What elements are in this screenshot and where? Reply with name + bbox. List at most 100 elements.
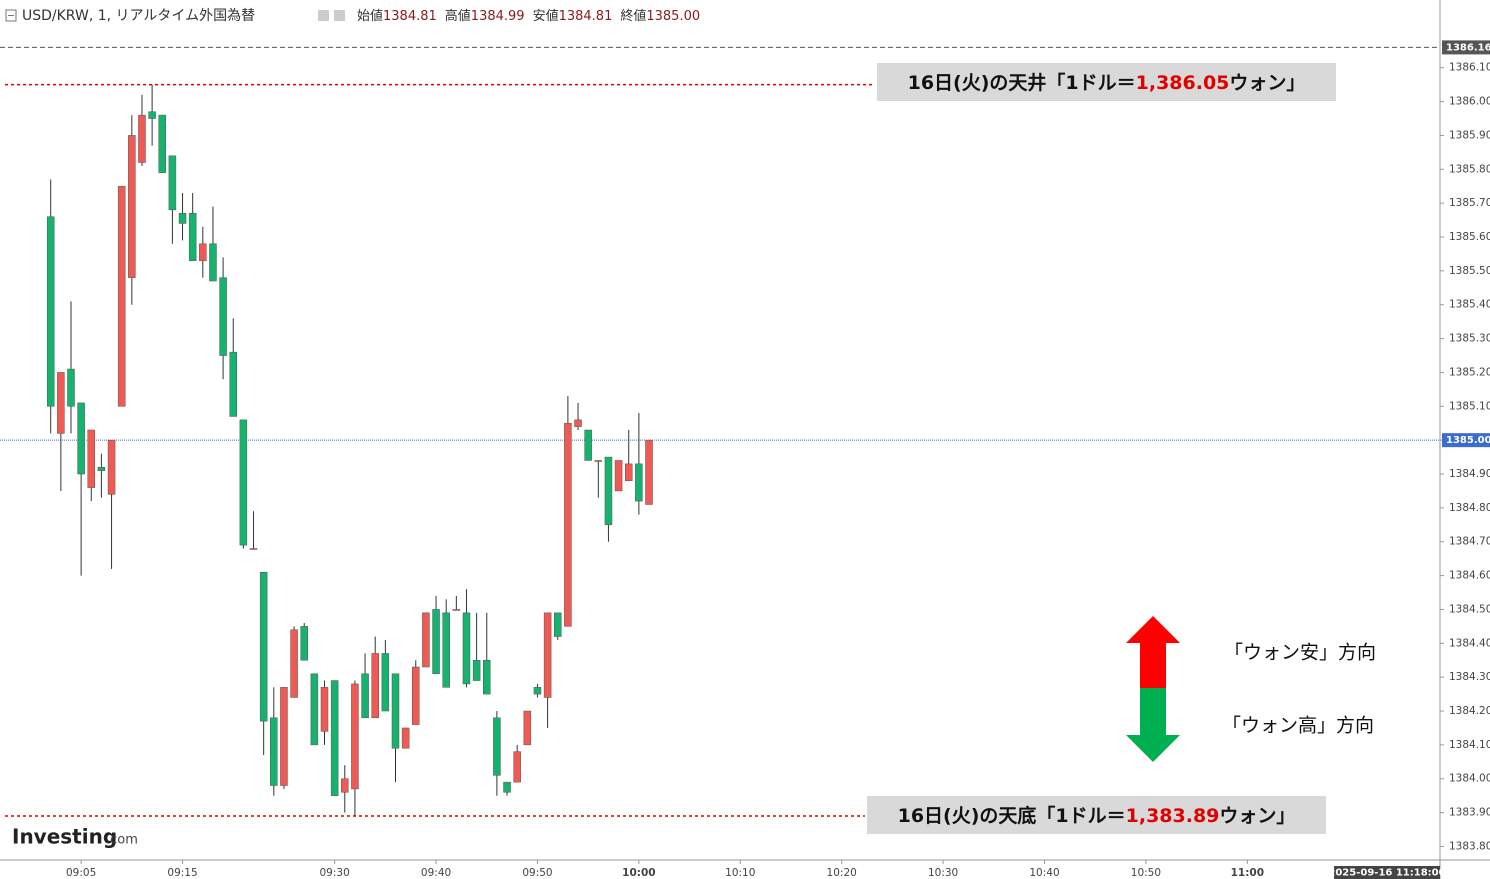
candle-body bbox=[401, 727, 410, 749]
x-tick-label: 10:50 bbox=[1131, 867, 1161, 879]
collapse-icon bbox=[5, 9, 17, 22]
direction-label: 「ウォン高」方向 bbox=[1222, 715, 1374, 737]
candle-body bbox=[513, 751, 521, 783]
x-tick-label: 09:05 bbox=[66, 867, 96, 879]
cursor-time: 2025-09-16 11:18:00 bbox=[1328, 868, 1445, 879]
annotation-suffix: ウォン」 bbox=[1219, 805, 1295, 827]
y-tick-label: 1385.70 bbox=[1449, 197, 1490, 209]
candle-body bbox=[310, 673, 319, 746]
candle-body bbox=[300, 626, 308, 661]
candle-body bbox=[158, 114, 167, 173]
price-tag-label: 1386.16 bbox=[1446, 42, 1490, 53]
candle-body bbox=[533, 687, 542, 695]
y-tick-label: 1385.80 bbox=[1449, 163, 1490, 175]
candle-body bbox=[168, 155, 177, 211]
y-tick-label: 1383.80 bbox=[1449, 840, 1490, 852]
annotation-box bbox=[867, 796, 1326, 834]
annotation-text: 16日(火)の天井「1ドル＝1,386.05ウォン」 bbox=[908, 71, 1306, 94]
ohlc-label: 終値 bbox=[620, 8, 646, 24]
candle-body bbox=[584, 429, 592, 461]
y-tick-label: 1384.40 bbox=[1449, 637, 1490, 649]
candle-body bbox=[553, 612, 562, 637]
candle-body bbox=[483, 659, 491, 695]
x-tick-label: 10:40 bbox=[1029, 867, 1059, 879]
candle-body bbox=[594, 460, 603, 462]
cursor-time-tag bbox=[1334, 866, 1440, 879]
candle-body bbox=[97, 466, 106, 471]
candle-body bbox=[46, 216, 55, 407]
x-tick-label: 09:50 bbox=[522, 867, 552, 879]
candle-body bbox=[635, 463, 643, 502]
candle-body bbox=[462, 612, 471, 685]
y-tick-label: 1384.10 bbox=[1449, 739, 1490, 751]
candle-body bbox=[574, 419, 582, 427]
y-tick-label: 1384.70 bbox=[1449, 536, 1490, 548]
x-tick-label: 10:30 bbox=[928, 867, 958, 879]
candle-body bbox=[493, 717, 501, 776]
candle-body bbox=[442, 612, 450, 688]
candle-body bbox=[645, 439, 653, 505]
y-tick-label: 1386.10 bbox=[1449, 62, 1490, 74]
icon bbox=[334, 10, 345, 21]
logo-brand: Investing bbox=[12, 825, 117, 849]
candle-body bbox=[107, 439, 116, 495]
candle-body bbox=[330, 680, 339, 796]
price-tag bbox=[1442, 40, 1490, 55]
candle-body bbox=[188, 213, 197, 261]
candle-body bbox=[381, 653, 390, 712]
logo: Investing .com bbox=[12, 825, 138, 849]
candle-body bbox=[270, 717, 278, 786]
symbol-title: USD/KRW, 1, リアルタイム外国為替 bbox=[22, 8, 255, 24]
candle-body bbox=[320, 687, 329, 732]
y-tick-label: 1384.00 bbox=[1449, 773, 1490, 785]
y-tick-label: 1385.20 bbox=[1449, 366, 1490, 378]
header: USD/KRW, 1, リアルタイム外国為替 始値1384.81 高値1384.9… bbox=[5, 8, 700, 24]
candle-body bbox=[128, 135, 136, 278]
ohlc-value: 1384.99 bbox=[471, 9, 525, 24]
ohlc-values: 始値1384.81 高値1384.99 安値1384.81 終値1385.00 bbox=[357, 8, 700, 24]
candle-body bbox=[249, 548, 258, 550]
y-tick-label: 1384.60 bbox=[1449, 570, 1490, 582]
icon bbox=[318, 10, 329, 21]
candle-body bbox=[341, 778, 349, 793]
y-tick-label: 1384.80 bbox=[1449, 502, 1490, 514]
candle-body bbox=[523, 710, 532, 746]
y-tick-label: 1385.40 bbox=[1449, 299, 1490, 311]
y-tick-label: 1385.90 bbox=[1449, 129, 1490, 141]
ohlc-value: 1384.81 bbox=[383, 9, 437, 24]
price-tag-label: 1385.00 bbox=[1446, 435, 1490, 446]
direction-label: 「ウォン安」方向 bbox=[1224, 642, 1376, 664]
x-tick-label: 10:00 bbox=[622, 867, 655, 879]
x-tick-label: 09:30 bbox=[320, 867, 350, 879]
x-tick-label: 10:20 bbox=[827, 867, 857, 879]
candle-body bbox=[259, 571, 268, 722]
candle-body bbox=[57, 372, 65, 434]
y-tick-label: 1383.90 bbox=[1449, 807, 1490, 819]
candle-body bbox=[452, 609, 461, 611]
candle-body bbox=[77, 402, 85, 475]
ohlc-value: 1385.00 bbox=[646, 9, 700, 24]
candle-body bbox=[361, 673, 369, 719]
annotation-box bbox=[877, 63, 1336, 101]
ohlc-value: 1384.81 bbox=[559, 9, 613, 24]
candle-body bbox=[604, 456, 613, 526]
annotation-label: 1,383.89 bbox=[1126, 805, 1220, 827]
candle-body bbox=[351, 683, 359, 790]
candle-body bbox=[178, 213, 187, 224]
annotation-label: 1,386.05 bbox=[1136, 72, 1230, 94]
up-arrow bbox=[1126, 616, 1180, 688]
ohlc-label: 安値 bbox=[533, 8, 559, 24]
candle-body bbox=[614, 460, 623, 492]
price-tag bbox=[1442, 433, 1490, 448]
down-arrow bbox=[1126, 688, 1180, 762]
annotation-text: 16日(火)の天底「1ドル＝1,383.89ウォン」 bbox=[898, 804, 1296, 827]
candle-body bbox=[117, 185, 126, 407]
logo-suffix: .com bbox=[106, 833, 138, 848]
candle-body bbox=[564, 422, 572, 627]
candle-body bbox=[412, 666, 420, 725]
candle-body bbox=[219, 277, 227, 356]
y-tick-label: 1384.50 bbox=[1449, 603, 1490, 615]
candle-body bbox=[290, 629, 298, 698]
